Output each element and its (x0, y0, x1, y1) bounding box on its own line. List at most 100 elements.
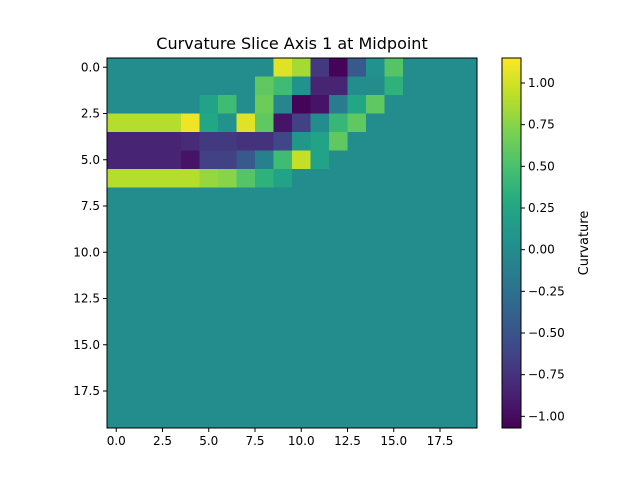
x-tick-label: 0.0 (107, 434, 126, 448)
heatmap-cell (144, 354, 163, 373)
heatmap-cell (218, 280, 237, 299)
colorbar-tick-label: −0.75 (528, 368, 565, 382)
heatmap-cell (107, 113, 126, 133)
heatmap-cell (329, 409, 348, 429)
heatmap-cell (199, 76, 219, 96)
heatmap-cell (366, 261, 385, 281)
heatmap-cell (181, 76, 200, 96)
x-tick-label: 2.5 (153, 434, 172, 448)
heatmap-cell (107, 95, 126, 114)
heatmap-cell (403, 298, 422, 318)
heatmap-cell (384, 187, 404, 207)
heatmap-cell (310, 187, 330, 207)
heatmap-cell (181, 113, 200, 133)
heatmap-cell (255, 224, 274, 244)
heatmap-cell (273, 113, 293, 133)
heatmap-cell (366, 335, 385, 355)
heatmap-cell (273, 409, 293, 429)
colorbar-label: Curvature (577, 211, 592, 276)
heatmap-cell (255, 243, 274, 262)
heatmap-cell (236, 206, 256, 225)
heatmap-cell (199, 335, 219, 355)
heatmap-cell (236, 372, 256, 392)
heatmap-cell (162, 354, 182, 373)
heatmap-cell (366, 354, 385, 373)
heatmap-cell (347, 150, 367, 170)
heatmap-cell (273, 261, 293, 281)
heatmap-cell (310, 224, 330, 244)
heatmap-cell (273, 298, 293, 318)
x-tick-label: 10.0 (288, 434, 315, 448)
colorbar-tick-label: 0.75 (528, 118, 555, 132)
heatmap-cell (458, 261, 478, 281)
heatmap-cell (458, 298, 478, 318)
heatmap-cell (218, 409, 237, 429)
chart-title: Curvature Slice Axis 1 at Midpoint (156, 34, 427, 53)
heatmap-cell (347, 113, 367, 133)
heatmap-cell (384, 132, 404, 151)
heatmap-cell (384, 335, 404, 355)
colorbar-tick-label: 0.25 (528, 201, 555, 215)
heatmap-cell (440, 298, 459, 318)
heatmap-cell (273, 280, 293, 299)
heatmap-cell (255, 354, 274, 373)
x-tick-label: 17.5 (427, 434, 454, 448)
heatmap-cell (181, 243, 200, 262)
heatmap-cell (107, 409, 126, 429)
heatmap-cell (310, 354, 330, 373)
heatmap-cell (125, 58, 145, 77)
heatmap-cell (218, 132, 237, 151)
heatmap-cell (292, 187, 311, 207)
y-tick-label: 5.0 (81, 153, 100, 167)
heatmap-cell (403, 335, 422, 355)
heatmap-cell (218, 76, 237, 96)
plot-frame (106, 57, 478, 429)
heatmap-cell (458, 243, 478, 262)
heatmap-cell (236, 169, 256, 188)
heatmap-cell (107, 280, 126, 299)
heatmap-cell (199, 187, 219, 207)
heatmap-cell (458, 58, 478, 77)
heatmap-cell (421, 113, 441, 133)
heatmap-cell (329, 169, 348, 188)
colorbar (501, 57, 522, 429)
heatmap-cell (144, 150, 163, 170)
heatmap-cell (236, 280, 256, 299)
heatmap-cell (310, 113, 330, 133)
heatmap-cell (329, 58, 348, 77)
heatmap-cell (421, 298, 441, 318)
heatmap-cell (440, 58, 459, 77)
heatmap-cell (403, 317, 422, 336)
heatmap-cell (347, 169, 367, 188)
heatmap-cell (421, 224, 441, 244)
heatmap-cell (384, 113, 404, 133)
heatmap-cell (144, 335, 163, 355)
heatmap-cell (458, 150, 478, 170)
heatmap-cell (107, 169, 126, 188)
heatmap-cell (144, 224, 163, 244)
heatmap-cell (440, 391, 459, 410)
heatmap-cell (125, 354, 145, 373)
heatmap-cell (384, 372, 404, 392)
heatmap-cell (199, 132, 219, 151)
heatmap-cell (255, 187, 274, 207)
heatmap-cell (162, 132, 182, 151)
heatmap-cell (255, 76, 274, 96)
heatmap-cell (347, 280, 367, 299)
heatmap-cell (162, 187, 182, 207)
heatmap-cell (255, 261, 274, 281)
heatmap-cell (421, 354, 441, 373)
heatmap-cell (366, 58, 385, 77)
heatmap-cell (273, 391, 293, 410)
heatmap-cell (273, 132, 293, 151)
heatmap-cell (440, 317, 459, 336)
heatmap-cell (421, 280, 441, 299)
heatmap-cell (310, 372, 330, 392)
heatmap-cell (162, 76, 182, 96)
heatmap-cell (310, 409, 330, 429)
x-axis: 0.0 2.5 5.0 7.5 10.0 12.5 15.0 17.5 (107, 428, 454, 448)
heatmap-cell (310, 95, 330, 114)
heatmap-cell (236, 150, 256, 170)
heatmap-cell (255, 317, 274, 336)
